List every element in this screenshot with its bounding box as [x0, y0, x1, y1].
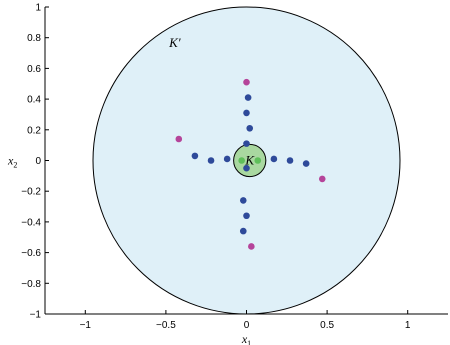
- data-point: [246, 124, 254, 132]
- region-k-prime-label: K′: [168, 35, 181, 50]
- y-tick-label: 0: [35, 156, 41, 167]
- y-tick-label: 0.6: [27, 64, 41, 75]
- y-tick-label: −0.2: [21, 187, 41, 198]
- data-point: [254, 157, 262, 164]
- x-tick-label: 0.5: [320, 320, 334, 331]
- data-point: [243, 109, 250, 117]
- data-point: [270, 155, 278, 163]
- data-point: [239, 197, 247, 204]
- data-point: [175, 135, 183, 143]
- y-tick-label: −0.8: [21, 279, 41, 290]
- x-axis-label: x1: [241, 332, 251, 345]
- data-point: [318, 175, 326, 183]
- data-point: [191, 152, 199, 160]
- y-tick-label: −0.6: [21, 248, 41, 259]
- data-point: [248, 243, 255, 250]
- plot-area: −1 −0.8 −0.6 −0.4 −0.2 0 0.2 0.4 0.6 0.8 1 −1 −0.5 0 0…: [7, 3, 448, 345]
- x-tick-label: −0.5: [156, 320, 176, 331]
- region-k-label: K: [244, 153, 255, 168]
- data-point: [223, 155, 231, 163]
- data-point: [243, 212, 250, 220]
- x-tick-label: 1: [405, 320, 411, 331]
- data-point: [207, 157, 215, 164]
- y-tick-label: 0.4: [27, 95, 41, 106]
- data-point: [302, 160, 310, 167]
- data-point: [239, 227, 247, 235]
- data-point: [286, 157, 294, 164]
- y-tick-label: 0.8: [27, 33, 41, 44]
- region-k: [233, 143, 267, 178]
- data-point: [244, 94, 252, 101]
- y-axis-label: x2: [7, 154, 17, 170]
- y-tick-label: 1: [35, 3, 41, 14]
- data-point: [243, 164, 250, 172]
- data-point: [243, 78, 250, 86]
- data-point: [243, 140, 250, 147]
- y-tick-label: 0.2: [27, 125, 41, 136]
- y-tick-label: −1: [30, 310, 42, 321]
- data-point: [238, 157, 245, 164]
- y-tick-label: −0.4: [21, 217, 41, 228]
- x-tick-label: 0: [244, 320, 250, 331]
- x-tick-label: −1: [80, 320, 92, 331]
